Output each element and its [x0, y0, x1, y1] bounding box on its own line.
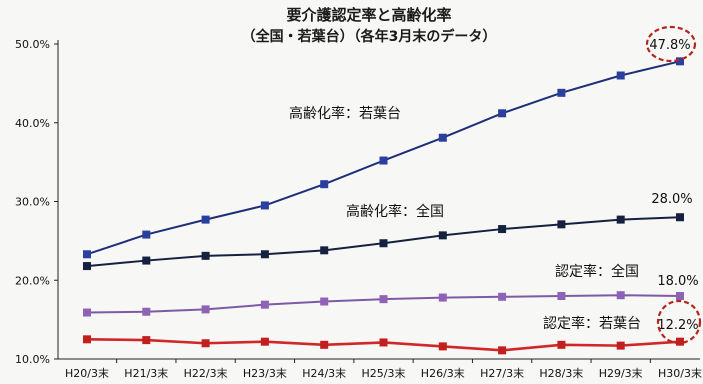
end-value-label: 18.0%	[657, 274, 698, 289]
data-point	[83, 335, 91, 344]
data-point	[142, 256, 151, 265]
x-tick-label: H21/3末	[124, 366, 168, 380]
x-tick-label: H30/3末	[658, 366, 702, 380]
x-tick-label: H20/3末	[65, 366, 109, 380]
data-point	[498, 225, 507, 234]
series-name-label: 認定率：若葉台	[543, 315, 641, 332]
data-point	[616, 71, 625, 80]
data-point	[83, 308, 91, 317]
end-value-label: 12.2%	[657, 318, 698, 333]
data-point	[557, 340, 566, 349]
data-point	[83, 262, 91, 271]
data-point	[201, 215, 210, 224]
y-tick-label: 30.0%	[15, 196, 50, 209]
chart-title: 要介護認定率と高齢化率	[286, 6, 451, 24]
data-point	[142, 307, 151, 316]
data-point	[438, 342, 447, 351]
data-point	[260, 201, 269, 210]
axes: 10.0% 20.0% 30.0% 40.0% 50.0% H20/3末 H21/3末 H22…	[15, 38, 702, 380]
data-point	[557, 292, 566, 300]
x-tick-label: H27/3末	[480, 366, 524, 380]
series-labels: 高齢化率：若葉台 47.8% 高齢化率：全国 28.0% 認定率：全国 18.0% 認定率：…	[289, 25, 702, 345]
data-point	[260, 250, 269, 259]
end-value-label: 47.8%	[649, 38, 690, 53]
data-point	[379, 239, 388, 248]
data-point	[142, 230, 151, 239]
data-point	[498, 292, 507, 301]
x-tick-label: H29/3末	[599, 366, 643, 380]
data-point	[142, 336, 151, 345]
chart-subtitle: （全国・若葉台）（各年3月末のデータ）	[242, 28, 497, 45]
series-name-label: 高齢化率：全国	[346, 203, 444, 220]
data-point	[320, 246, 329, 255]
series-name-label: 高齢化率：若葉台	[289, 105, 401, 122]
y-tick-label: 10.0%	[15, 353, 50, 366]
data-point	[379, 295, 388, 304]
highlight-circle	[645, 25, 697, 63]
series-group	[83, 335, 684, 355]
data-point	[320, 340, 329, 349]
series-group	[83, 57, 684, 259]
highlight-circle	[656, 299, 702, 345]
data-point	[438, 133, 447, 142]
data-point	[320, 180, 329, 189]
x-tick-label: H28/3末	[539, 366, 583, 380]
y-tick-label: 40.0%	[15, 117, 50, 130]
data-point	[260, 300, 269, 309]
series-group	[83, 291, 684, 317]
data-point	[616, 215, 625, 224]
data-point	[201, 251, 210, 260]
data-point	[616, 291, 625, 300]
end-value-label: 28.0%	[651, 192, 692, 207]
x-tick-label: H26/3末	[421, 366, 465, 380]
data-point	[498, 346, 507, 355]
data-point	[557, 88, 566, 97]
data-point	[83, 250, 91, 259]
data-point	[379, 156, 388, 165]
data-point	[438, 231, 447, 240]
data-point	[557, 220, 566, 229]
x-tick-label: H24/3末	[302, 366, 346, 380]
x-tick-label: H25/3末	[362, 366, 406, 380]
data-point	[260, 337, 269, 346]
data-point	[676, 337, 684, 346]
series-lines	[83, 57, 684, 355]
y-tick-label: 20.0%	[15, 274, 50, 287]
data-point	[320, 297, 329, 306]
data-point	[676, 213, 684, 222]
data-point	[676, 292, 684, 300]
data-point	[498, 109, 507, 118]
y-tick-label: 50.0%	[15, 38, 50, 51]
data-point	[201, 339, 210, 348]
x-tick-label: H23/3末	[243, 366, 287, 380]
series-group	[83, 213, 684, 271]
data-point	[379, 338, 388, 347]
data-point	[676, 57, 684, 66]
x-tick-label: H22/3末	[184, 366, 228, 380]
data-point	[616, 341, 625, 350]
series-name-label: 認定率：全国	[555, 263, 639, 280]
data-point	[201, 305, 210, 314]
data-point	[438, 293, 447, 302]
